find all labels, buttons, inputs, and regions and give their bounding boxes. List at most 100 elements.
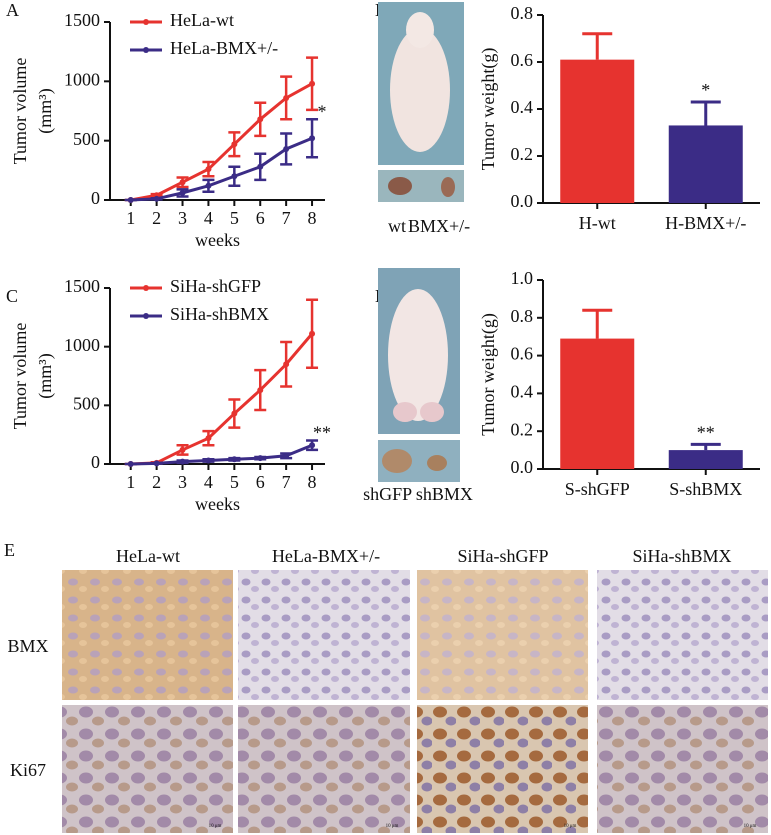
point [231,173,238,180]
legend-label: HeLa-wt [170,10,234,30]
panel-label: A [6,0,19,20]
x-tick-label: 7 [282,208,291,228]
bar [668,125,743,203]
column-header: SiHa-shBMX [632,546,731,566]
y-tick-label: 0.6 [511,344,534,364]
x-tick-label: 2 [152,472,161,492]
x-tick-label: 8 [308,472,317,492]
y-tick-label: 500 [73,129,100,149]
point [231,410,238,417]
point [257,455,264,462]
scale-bar-label: 10 μm [744,824,757,829]
y-tick-label: 0.0 [511,457,534,477]
x-tick-label: 1 [126,208,135,228]
y-tick-label: 0.8 [511,3,534,23]
y-axis-label: Tumor volume [10,58,30,165]
point [127,197,134,203]
panel-label: E [4,540,15,560]
bar [560,338,635,469]
y-tick-label: 0 [91,188,100,208]
x-tick-label: 2 [152,208,161,228]
scale-bar-label: 10 μm [209,824,222,829]
legend-label: HeLa-BMX+/- [170,38,278,58]
y-tick-label: 1500 [64,276,100,296]
annotation: ** [697,423,715,443]
y-axis-label: Tumor weight(g) [478,313,499,436]
y-tick-label: 0.6 [511,50,534,70]
y-tick-label: 0.0 [511,191,534,211]
panel-label: C [6,286,18,306]
x-tick-label: 7 [282,472,291,492]
photo-label: wt [388,216,406,236]
y-tick-label: 0.2 [511,419,534,439]
photo-label: BMX+/- [408,216,470,236]
x-axis-label: weeks [195,230,240,250]
x-tick-label: 5 [230,208,239,228]
y-axis-label: Tumor weight(g) [478,48,499,171]
scale-bar-label: 10 μm [564,824,577,829]
scale-bar-label: 10 μm [386,824,399,829]
legend-marker [143,313,149,319]
point [153,195,160,202]
error-bar [582,32,613,60]
point [309,80,316,87]
y-tick-label: 1.0 [511,268,534,288]
y-tick-label: 0.2 [511,144,534,164]
point [205,166,212,173]
point [257,116,264,123]
column-header: HeLa-BMX+/- [272,546,380,566]
legend-marker [143,19,149,25]
error-bar [690,442,721,451]
point [309,442,316,449]
x-axis-label: weeks [195,494,240,514]
y-tick-label: 1000 [64,335,100,355]
y-tick-label: 1000 [64,69,100,89]
x-tick-label: 3 [178,208,187,228]
x-tick-label: 6 [256,208,265,228]
y-tick-label: 0.8 [511,306,534,326]
row-label: Ki67 [10,760,46,780]
mouse-photo [378,268,460,482]
legend-marker [143,47,149,53]
point [153,460,160,467]
point [179,189,186,196]
ihc-images [62,570,768,833]
point [309,330,316,337]
point [179,458,186,465]
point [257,163,264,170]
bar [668,450,743,469]
y-tick-label: 0 [91,452,100,472]
point [205,435,212,442]
x-tick-label: S-shGFP [565,479,630,499]
point [231,456,238,463]
x-tick-label: 4 [204,472,213,492]
point [283,94,290,101]
point [283,361,290,368]
legend-label: SiHa-shGFP [170,276,261,296]
point [231,141,238,148]
point [205,457,212,464]
x-tick-label: 6 [256,472,265,492]
legend-label: SiHa-shBMX [170,304,269,324]
x-tick-label: 3 [178,472,187,492]
point [257,387,264,394]
point [309,135,316,142]
annotation: ** [313,423,331,443]
y-tick-label: 500 [73,393,100,413]
x-tick-label: H-BMX+/- [665,213,746,233]
point [127,461,134,467]
point [179,179,186,186]
y-tick-label: 0.4 [511,382,534,402]
y-axis-label: (mm³) [35,88,56,133]
x-tick-label: 5 [230,472,239,492]
column-header: SiHa-shGFP [457,546,548,566]
error-bar [582,308,613,339]
point [283,145,290,152]
point [283,452,290,459]
y-tick-label: 1500 [64,10,100,30]
x-tick-label: 1 [126,472,135,492]
column-header: HeLa-wt [116,546,180,566]
x-tick-label: 8 [308,208,317,228]
error-bar [690,100,721,126]
